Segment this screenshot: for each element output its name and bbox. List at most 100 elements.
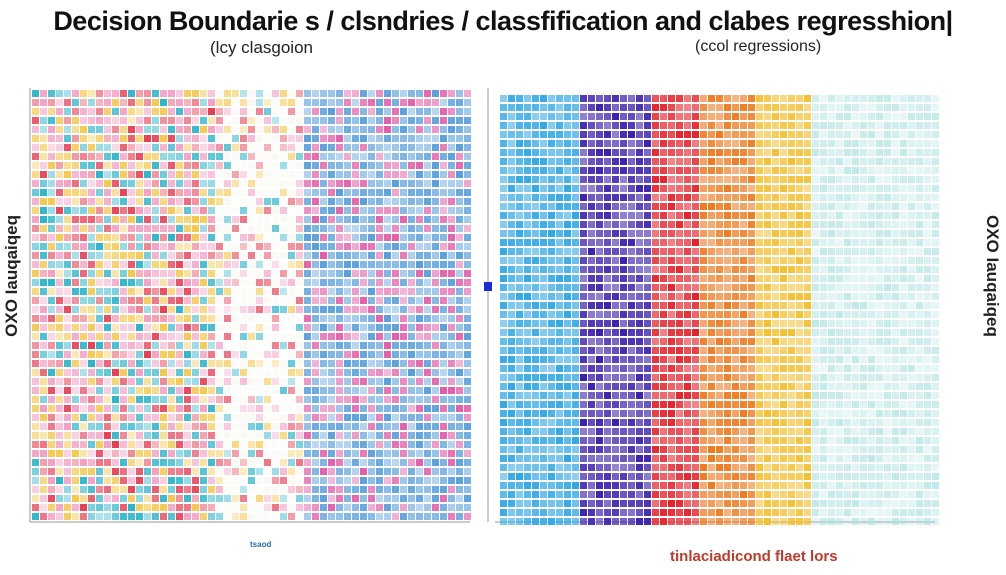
heatmap-cell [392, 207, 399, 214]
heatmap-cell [240, 297, 247, 304]
heatmap-cell [564, 338, 571, 345]
heatmap-cell [456, 216, 463, 223]
heatmap-cell [352, 90, 359, 97]
heatmap-cell [88, 261, 95, 268]
heatmap-cell [328, 477, 335, 484]
heatmap-cell [612, 455, 619, 462]
heatmap-cell [844, 410, 851, 417]
heatmap-cell [836, 446, 843, 453]
heatmap-cell [368, 432, 375, 439]
heatmap-cell [700, 464, 707, 471]
heatmap-cell [700, 338, 707, 345]
heatmap-cell [516, 131, 523, 138]
heatmap-cell [40, 441, 47, 448]
heatmap-cell [620, 167, 627, 174]
heatmap-cell [788, 482, 795, 489]
heatmap-cell [820, 500, 827, 507]
heatmap-cell [120, 396, 127, 403]
heatmap-cell [440, 504, 447, 511]
heatmap-cell [756, 158, 763, 165]
heatmap-cell [96, 450, 103, 457]
heatmap-cell [500, 410, 507, 417]
heatmap-cell [764, 356, 771, 363]
heatmap-cell [540, 95, 547, 102]
heatmap-cell [844, 428, 851, 435]
heatmap-cell [416, 333, 423, 340]
heatmap-cell [376, 207, 383, 214]
heatmap-cell [556, 500, 563, 507]
heatmap-cell [88, 216, 95, 223]
heatmap-cell [724, 329, 731, 336]
heatmap-cell [360, 450, 367, 457]
heatmap-cell [176, 414, 183, 421]
heatmap-cell [112, 162, 119, 169]
heatmap-cell [764, 140, 771, 147]
heatmap-cell [384, 144, 391, 151]
heatmap-cell [120, 216, 127, 223]
heatmap-cell [160, 108, 167, 115]
heatmap-cell [312, 441, 319, 448]
heatmap-cell [876, 347, 883, 354]
heatmap-cell [120, 441, 127, 448]
heatmap-cell [620, 500, 627, 507]
heatmap-cell [152, 126, 159, 133]
heatmap-cell [604, 248, 611, 255]
heatmap-cell [56, 171, 63, 178]
heatmap-cell [96, 108, 103, 115]
heatmap-cell [596, 131, 603, 138]
heatmap-cell [352, 414, 359, 421]
heatmap-cell [384, 333, 391, 340]
heatmap-cell [448, 324, 455, 331]
heatmap-cell [732, 149, 739, 156]
heatmap-cell [272, 270, 279, 277]
heatmap-cell [724, 158, 731, 165]
heatmap-cell [56, 432, 63, 439]
heatmap-cell [104, 333, 111, 340]
heatmap-cell [200, 450, 207, 457]
heatmap-cell [160, 468, 167, 475]
heatmap-cell [384, 117, 391, 124]
heatmap-cell [144, 306, 151, 313]
heatmap-cell [360, 216, 367, 223]
heatmap-cell [112, 459, 119, 466]
heatmap-cell [264, 207, 271, 214]
heatmap-cell [772, 518, 779, 525]
heatmap-cell [328, 495, 335, 502]
heatmap-cell [860, 437, 867, 444]
heatmap-cell [780, 410, 787, 417]
heatmap-cell [352, 162, 359, 169]
heatmap-cell [320, 387, 327, 394]
heatmap-cell [32, 306, 39, 313]
heatmap-cell [120, 342, 127, 349]
heatmap-cell [408, 477, 415, 484]
heatmap-cell [716, 239, 723, 246]
heatmap-cell [732, 275, 739, 282]
heatmap-cell [72, 189, 79, 196]
heatmap-cell [288, 423, 295, 430]
heatmap-cell [72, 405, 79, 412]
heatmap-cell [400, 423, 407, 430]
heatmap-cell [572, 185, 579, 192]
heatmap-cell [740, 401, 747, 408]
heatmap-cell [32, 126, 39, 133]
heatmap-cell [456, 369, 463, 376]
heatmap-cell [136, 126, 143, 133]
heatmap-cell [780, 482, 787, 489]
heatmap-cell [876, 95, 883, 102]
heatmap-cell [612, 509, 619, 516]
heatmap-cell [660, 410, 667, 417]
heatmap-cell [312, 477, 319, 484]
heatmap-cell [408, 216, 415, 223]
heatmap-cell [852, 293, 859, 300]
heatmap-cell [312, 207, 319, 214]
heatmap-cell [88, 414, 95, 421]
heatmap-cell [384, 243, 391, 250]
heatmap-cell [264, 126, 271, 133]
heatmap-cell [524, 95, 531, 102]
heatmap-cell [152, 234, 159, 241]
heatmap-cell [368, 387, 375, 394]
heatmap-cell [320, 261, 327, 268]
heatmap-cell [408, 144, 415, 151]
heatmap-cell [120, 99, 127, 106]
heatmap-cell [884, 212, 891, 219]
